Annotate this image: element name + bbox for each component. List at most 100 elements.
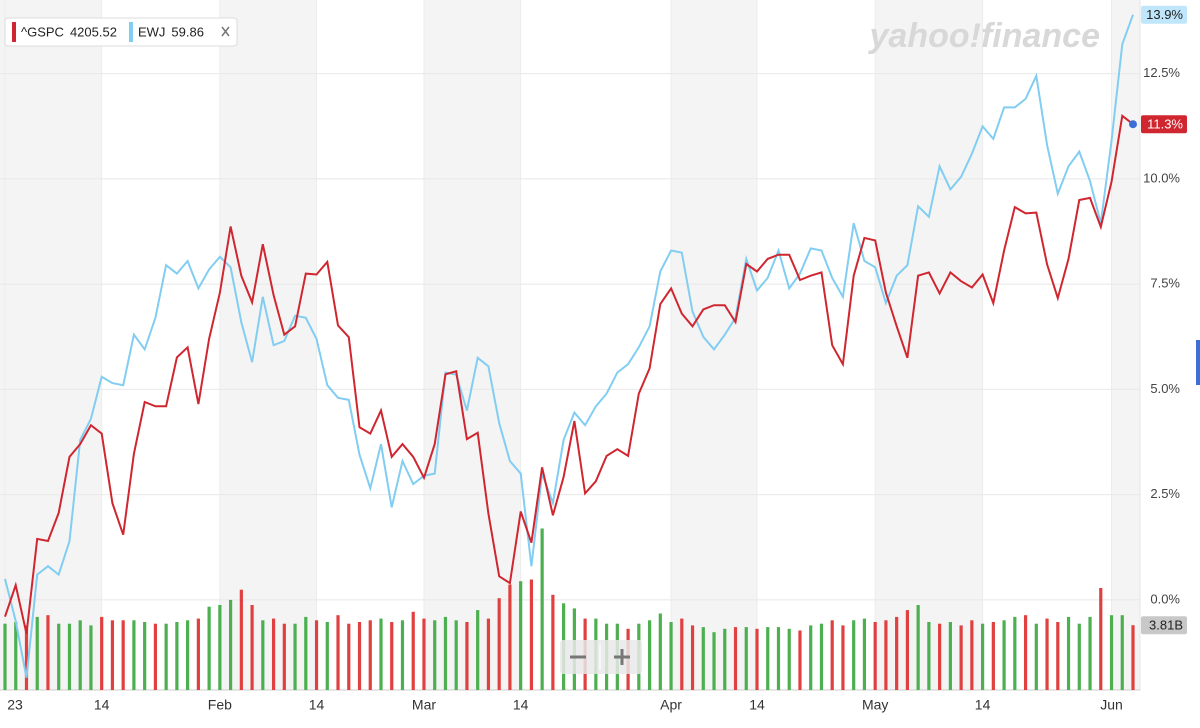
volume-bar: [497, 598, 501, 690]
y-tick-label: 10.0%: [1143, 170, 1180, 185]
volume-bar: [368, 620, 372, 690]
volume-bar: [658, 613, 662, 690]
volume-bar: [186, 620, 190, 690]
volume-bar: [1013, 616, 1017, 690]
volume-bar: [379, 618, 383, 690]
volume-bar: [304, 616, 308, 690]
volume-bar: [164, 623, 168, 690]
legend-swatch: [128, 22, 133, 42]
x-tick-label: 14: [513, 697, 529, 713]
x-tick-label: Apr: [660, 697, 682, 713]
volume-bar: [540, 528, 544, 690]
x-tick-label: 14: [309, 697, 325, 713]
volume-bar: [884, 620, 888, 690]
volume-bar: [519, 581, 523, 690]
month-band: [671, 0, 757, 690]
volume-bar: [970, 620, 974, 690]
volume-bar: [938, 623, 942, 690]
volume-bar: [486, 618, 491, 690]
volume-bar: [798, 630, 802, 690]
volume-bar: [959, 625, 963, 690]
value-badge: 13.9%: [1146, 7, 1183, 22]
volume-bar: [132, 620, 136, 690]
series-line: [4, 14, 1134, 678]
volume-bar: [852, 620, 856, 690]
volume-bar: [905, 610, 909, 690]
legend-name: EWJ: [138, 24, 165, 39]
volume-bar: [776, 627, 781, 690]
zoom-controls: [560, 640, 642, 674]
volume-bar: [422, 618, 426, 690]
volume-bar: [250, 605, 254, 690]
volume-bar: [357, 622, 362, 690]
volume-bar: [57, 623, 61, 690]
volume-bar: [271, 618, 276, 690]
y-tick-label: 2.5%: [1150, 486, 1180, 501]
bands: [0, 0, 1140, 690]
watermark: yahoo!finance: [868, 17, 1100, 55]
volume-bar: [121, 620, 125, 690]
volume-bar: [755, 628, 759, 690]
volume-bar: [529, 579, 533, 690]
volume-bar: [1099, 588, 1103, 690]
x-tick-label: 14: [94, 697, 110, 713]
month-band: [0, 0, 102, 690]
y-tick-label: 7.5%: [1150, 276, 1180, 291]
volume-bar: [895, 616, 899, 690]
volume-bar: [89, 625, 93, 690]
legend-quote: 59.86: [171, 24, 204, 39]
volume-bar: [411, 611, 415, 690]
volume-bar: [1120, 615, 1124, 690]
remove-icon[interactable]: [221, 26, 230, 37]
volume-bar: [1131, 625, 1135, 690]
x-tick-label: Jun: [1100, 697, 1123, 713]
volume-bar: [916, 605, 920, 690]
side-handle[interactable]: [1196, 340, 1200, 385]
volume-bar: [647, 620, 652, 690]
volume-bar: [733, 627, 738, 690]
volume-bar: [1088, 616, 1092, 690]
volume-bar: [218, 605, 222, 690]
volume-bar: [873, 622, 877, 690]
volume-bar: [443, 616, 448, 690]
volume-bar: [981, 623, 985, 690]
volume-bar: [3, 623, 7, 690]
volume-bar: [78, 620, 82, 690]
volume-bar: [841, 625, 845, 690]
value-badge-bg: [1141, 5, 1187, 24]
volume-bar: [680, 618, 684, 690]
x-tick-label: 23: [7, 697, 23, 713]
end-dot: [1129, 120, 1137, 129]
volume-bar: [143, 622, 147, 690]
volume-bar: [991, 622, 995, 690]
volume-bar: [100, 616, 104, 690]
volume-bar: [830, 620, 834, 690]
volume-bar: [551, 594, 555, 690]
volume-bar: [261, 620, 265, 690]
legend-quote: 4205.52: [70, 24, 117, 39]
volume-bar: [1109, 615, 1114, 690]
value-badge: 11.3%: [1147, 117, 1183, 132]
volume-bar: [207, 606, 211, 690]
legend: ^GSPC 4205.52 EWJ 59.86: [4, 17, 238, 47]
volume-bar: [347, 623, 351, 690]
volume-bar: [400, 620, 405, 690]
volume-bar: [67, 623, 72, 690]
volume-bar: [433, 620, 437, 690]
month-band: [875, 0, 983, 690]
volume-bar: [175, 622, 179, 690]
volume-bar: [948, 622, 952, 690]
month-band: [423, 0, 521, 690]
y-tick-label: 0.0%: [1150, 591, 1180, 606]
volume-bar: [465, 622, 469, 690]
x-tick-label: 14: [975, 697, 991, 713]
volume-bar: [390, 622, 394, 690]
volume-bar: [35, 616, 39, 690]
volume-badge-bg: [1141, 616, 1187, 635]
volume-bar: [239, 589, 243, 690]
volume-bar: [1066, 616, 1071, 690]
series-line: [4, 113, 1134, 634]
volume-bar: [336, 615, 340, 690]
